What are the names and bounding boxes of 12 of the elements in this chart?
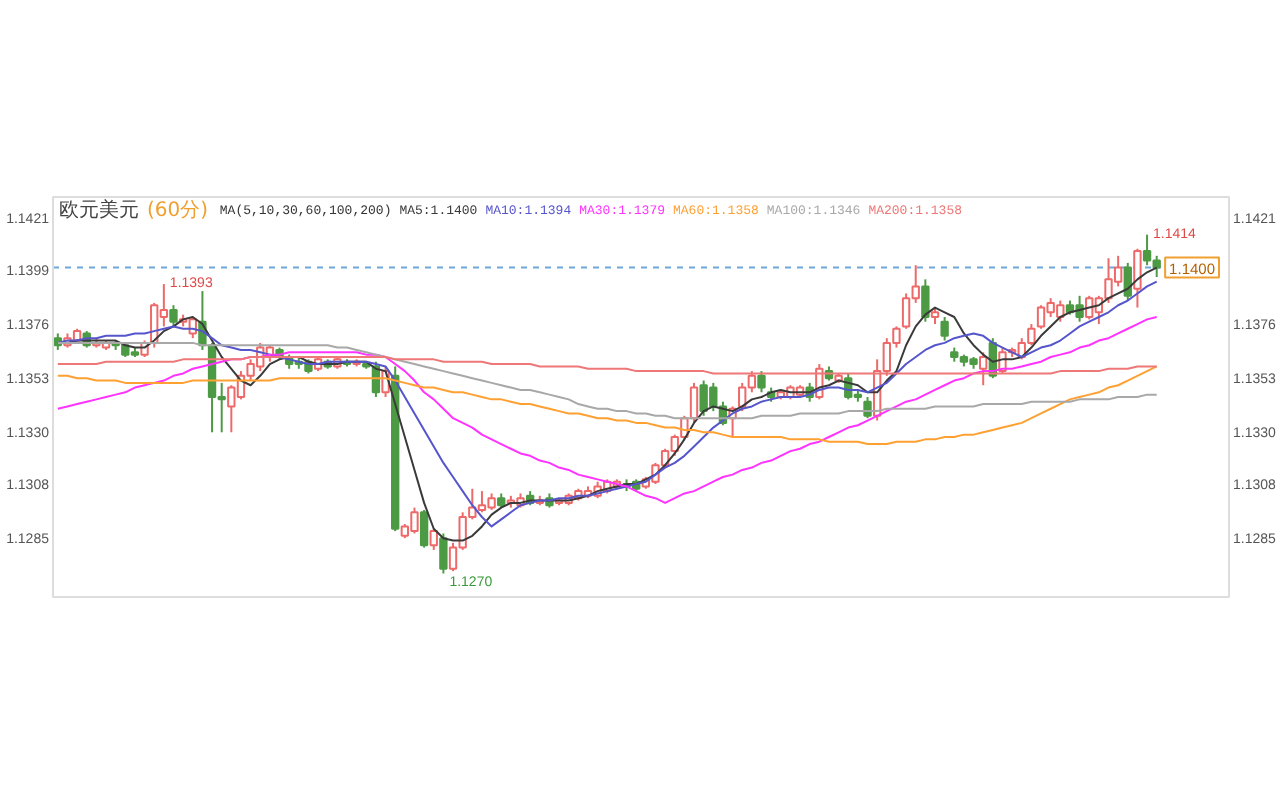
candlestick [169,304,178,328]
chart-subtitle: (60分) [147,198,209,222]
candlestick [439,532,448,575]
candlestick [419,508,429,549]
line-series [56,316,1158,504]
line-series [56,365,1158,446]
chart-title: 欧元美元 [59,198,139,222]
candlestick [1133,247,1142,309]
candlestick [940,316,949,342]
candlestick [979,351,988,387]
candlestick [757,370,766,394]
candlestick [921,278,930,323]
